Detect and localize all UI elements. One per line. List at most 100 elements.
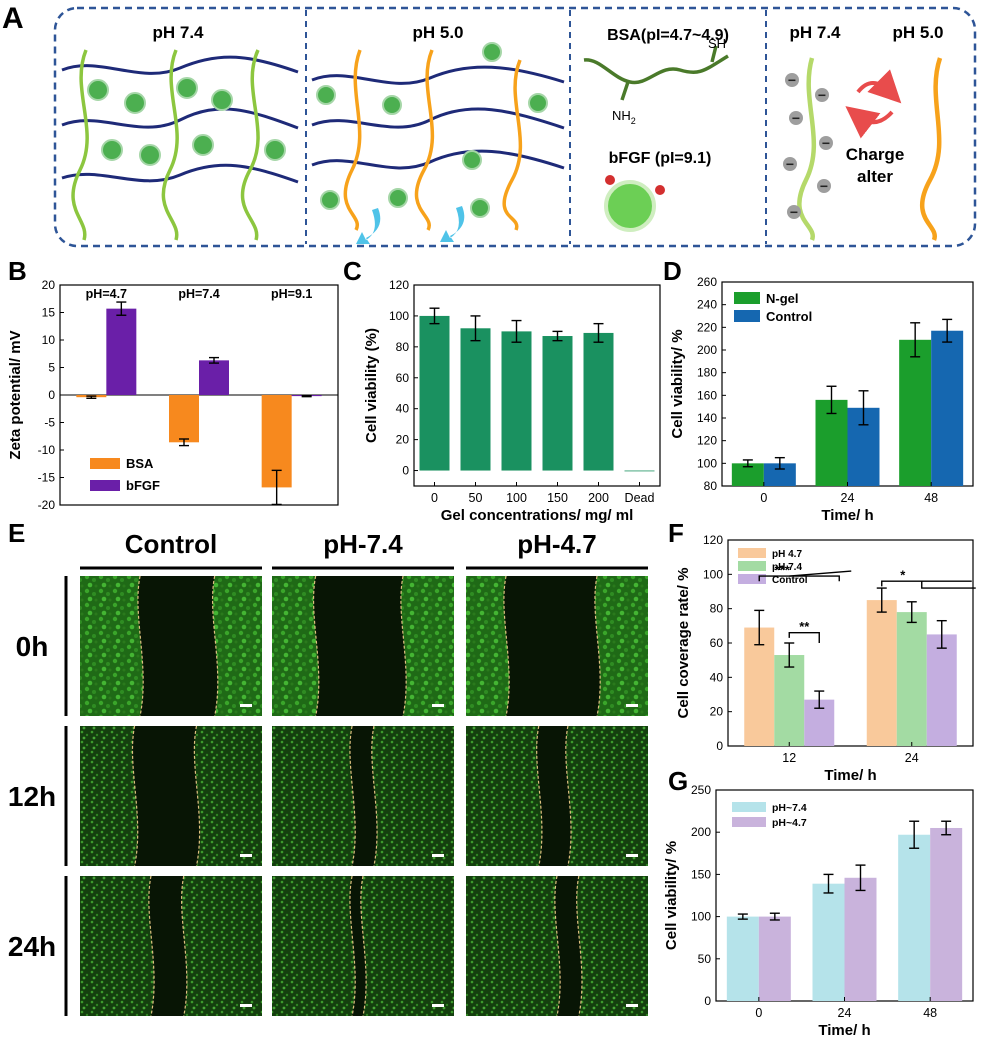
chart-zeta-potential: -20 -15 -10 -5 0 5 10 15 20 pH=4.7 pH=7.4 pH=9.1 Zet… xyxy=(7,278,339,512)
bar xyxy=(896,612,927,746)
bar xyxy=(866,600,897,746)
scheme-border xyxy=(53,6,977,248)
chart-cell-viability-gel: 0 20 40 60 80 100 120 0 50 100 150 200 Dead Cell viab… xyxy=(363,278,661,524)
bar xyxy=(844,877,877,1001)
x-axis-title: Time/ h xyxy=(818,1022,870,1039)
legend-swatch xyxy=(734,310,760,322)
y-tick-label: 0 xyxy=(402,464,409,478)
y-tick-label: -20 xyxy=(38,498,56,512)
y-tick-label: -10 xyxy=(38,443,56,457)
scale-bar xyxy=(626,704,638,707)
wound-edge-line xyxy=(371,725,378,867)
wound-edge-line xyxy=(503,575,510,717)
x-tick-label: 24 xyxy=(838,1006,852,1020)
scale-bar xyxy=(240,854,252,857)
scheme-box2-title: pH 5.0 xyxy=(412,23,463,42)
bar xyxy=(726,916,759,1001)
cycle-arrows-icon xyxy=(845,69,902,139)
y-tick-label: 100 xyxy=(703,567,723,581)
wound-gap xyxy=(349,726,378,866)
y-axis-title: Cell viability/ % xyxy=(669,329,686,438)
scheme-right-ph2: pH 5.0 xyxy=(892,23,943,42)
category-label: pH=9.1 xyxy=(271,287,312,301)
y-tick-label: 120 xyxy=(389,278,409,292)
y-tick-label: 20 xyxy=(396,433,410,447)
wound-edge-line xyxy=(148,875,155,1017)
x-tick-label: 48 xyxy=(924,491,938,505)
bar xyxy=(624,470,655,472)
bar xyxy=(774,655,805,746)
y-tick-label: 10 xyxy=(42,333,56,347)
bsa-branch xyxy=(710,45,718,63)
legend-swatch xyxy=(732,817,766,827)
svg-text:−: − xyxy=(822,135,830,151)
scale-bar xyxy=(240,704,252,707)
y-tick-label: 140 xyxy=(697,411,717,425)
bar xyxy=(931,330,964,486)
wound-edge-line xyxy=(131,725,139,867)
microscopy-row-label: 0h xyxy=(16,631,49,662)
bar xyxy=(199,360,229,395)
x-tick-label: 24 xyxy=(841,491,855,505)
y-tick-label: 220 xyxy=(697,320,717,334)
bfgf-marker xyxy=(655,185,665,195)
x-tick-label: 50 xyxy=(469,491,483,505)
bar xyxy=(419,315,450,471)
wound-gap xyxy=(137,576,218,716)
significance-label: *** xyxy=(775,562,791,577)
wound-gap xyxy=(132,726,200,866)
bar xyxy=(926,634,957,746)
charge-alter-line2: alter xyxy=(857,167,893,186)
y-tick-label: 200 xyxy=(691,825,711,839)
svg-text:−: − xyxy=(790,204,798,220)
legend-swatch xyxy=(738,548,766,558)
scale-bar xyxy=(240,1004,252,1007)
legend-label: pH~4.7 xyxy=(772,817,807,829)
scale-bar xyxy=(432,1004,444,1007)
bfgf-label: bFGF (pI=9.1) xyxy=(609,150,712,167)
legend-label: Control xyxy=(772,575,808,586)
svg-text:−: − xyxy=(788,72,796,88)
svg-text:−: − xyxy=(786,156,794,172)
legend-label: N-gel xyxy=(766,291,799,306)
wound-gap xyxy=(503,576,601,716)
legend-label: bFGF xyxy=(126,478,160,493)
significance-label: * xyxy=(900,567,906,582)
bar xyxy=(899,339,932,486)
y-tick-label: 200 xyxy=(697,343,717,357)
y-tick-label: 250 xyxy=(691,783,711,797)
y-tick-label: 120 xyxy=(697,434,717,448)
scheme-panel: A pH 7.4 pH 5.0 xyxy=(2,2,977,248)
release-arrows xyxy=(356,206,465,244)
bar xyxy=(930,827,963,1001)
wound-edge-line xyxy=(193,725,201,867)
legend-swatch xyxy=(734,292,760,304)
bfgf-particles xyxy=(316,42,548,218)
chart-cell-viability-ph: 0 50 100 150 200 250 0 24 48 Cell viability/ % Tim… xyxy=(663,783,974,1039)
wound-edge-line xyxy=(212,575,219,717)
bar xyxy=(583,332,614,471)
significance-label: ** xyxy=(799,619,810,634)
x-tick-label: 0 xyxy=(431,491,438,505)
y-tick-label: 80 xyxy=(704,479,718,493)
wound-edge-line xyxy=(594,575,601,717)
y-tick-label: 0 xyxy=(48,388,55,402)
wound-edge-line xyxy=(349,725,356,867)
panel-letter-a: A xyxy=(2,2,24,35)
negative-charges: − − − − − − − xyxy=(783,72,833,220)
wound-edge-line xyxy=(313,575,320,717)
panel-letter-c: C xyxy=(343,256,362,286)
x-axis-title: Time/ h xyxy=(824,767,876,784)
significance-bracket xyxy=(921,581,976,589)
microscopy-panel: Control pH-7.4 pH-4.7 0h 12h 24h xyxy=(8,529,648,1017)
bsa-label: BSA(pI=4.7~4.9) xyxy=(607,27,729,44)
scale-bar xyxy=(626,1004,638,1007)
x-tick-label: 48 xyxy=(923,1006,937,1020)
wound-edge-line xyxy=(576,875,583,1017)
navy-polymer-chains xyxy=(61,55,299,184)
significance-bracket xyxy=(788,632,820,643)
bar xyxy=(812,883,845,1001)
panel-letter-f: F xyxy=(668,518,684,548)
wound-edge-line xyxy=(181,875,188,1017)
